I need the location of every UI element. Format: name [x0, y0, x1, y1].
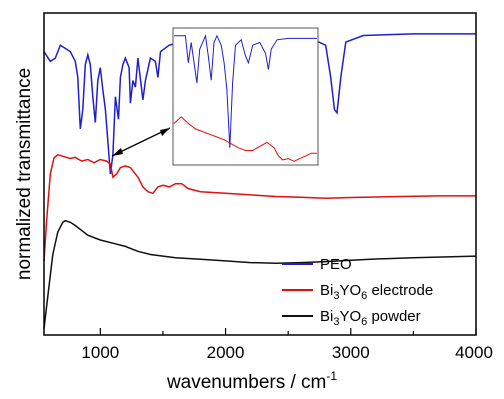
x-tick-label: 3000	[332, 343, 370, 362]
legend-label-powder: Bi3YO6 powder	[320, 308, 421, 328]
x-tick-label: 1000	[81, 343, 119, 362]
legend-label-peo: PEO	[320, 256, 352, 273]
plot-frame	[43, 12, 477, 336]
y-axis-label: normalized transmittance	[14, 68, 35, 280]
inset-series-line-1	[173, 116, 317, 162]
inset-frame	[172, 27, 319, 166]
legend: PEO Bi3YO6 electrode Bi3YO6 powder	[282, 256, 433, 328]
series-line-2	[43, 219, 477, 329]
x-tick-label: 4000	[455, 343, 493, 362]
x-axis-label: wavenumbers / cm-1	[166, 369, 337, 393]
x-tick-label: 2000	[207, 343, 245, 362]
x-axis-label-superscript: -1	[326, 369, 337, 383]
inset-series-line-0	[174, 33, 317, 148]
inset-series-group	[173, 33, 317, 162]
series-line-1	[43, 153, 476, 261]
legend-label-electrode: Bi3YO6 electrode	[320, 282, 433, 302]
x-axis-ticks: 1000 2000 3000 4000	[81, 328, 493, 362]
x-axis-label-text: wavenumbers / cm	[166, 372, 326, 393]
inset-arrow	[111, 127, 171, 157]
